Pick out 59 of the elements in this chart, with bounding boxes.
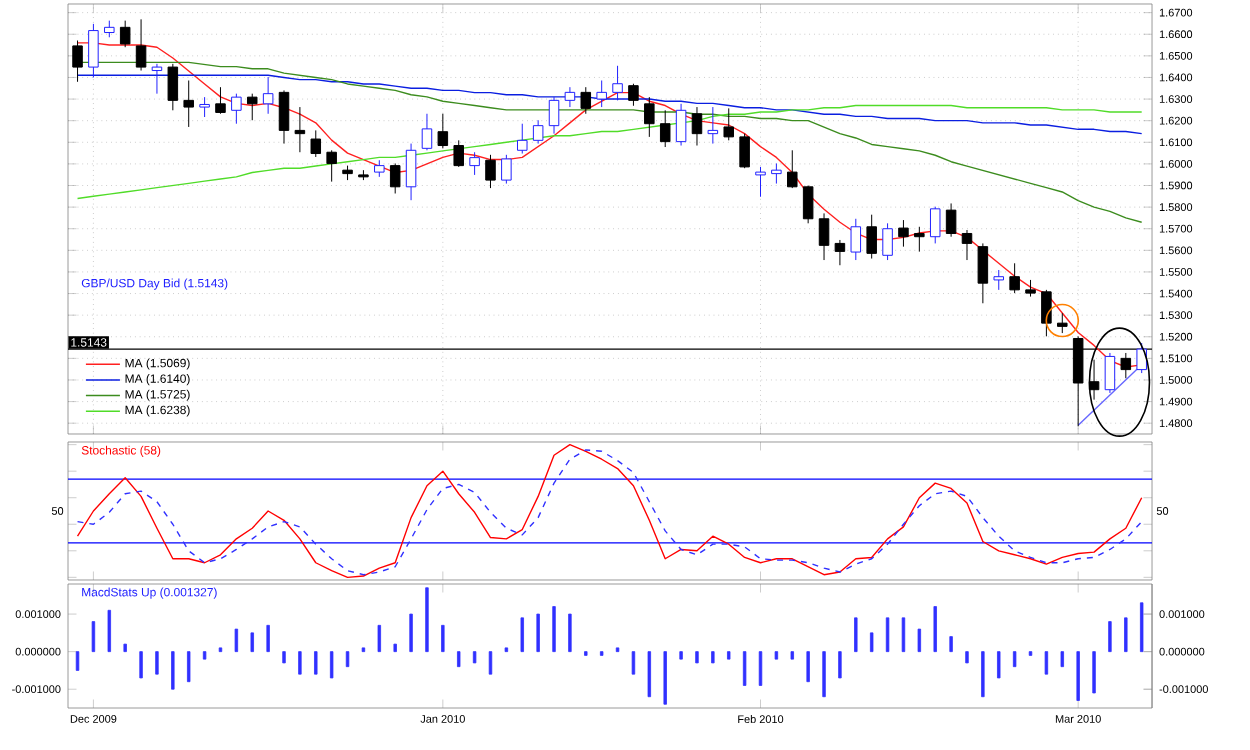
candlestick <box>850 218 862 261</box>
candlestick <box>1009 262 1020 294</box>
candlestick <box>596 79 607 108</box>
candlestick <box>485 154 496 189</box>
candlestick <box>405 143 417 201</box>
candlestick <box>914 226 925 253</box>
candlestick <box>659 109 671 148</box>
candlestick <box>723 107 734 141</box>
candlestick <box>389 162 401 194</box>
candlestick <box>707 106 719 145</box>
candlestick <box>787 149 798 189</box>
candlestick <box>310 129 322 158</box>
candlestick <box>1104 352 1116 394</box>
candlestick <box>167 63 179 111</box>
candlestick <box>945 202 957 238</box>
candlestick <box>961 229 973 261</box>
candlestick <box>548 96 560 135</box>
candlestick <box>977 242 989 304</box>
candlestick <box>628 83 639 107</box>
candlestick <box>88 23 99 78</box>
candlestick <box>501 154 512 185</box>
candlestick <box>246 93 258 121</box>
candlestick <box>755 166 766 198</box>
candlestick <box>644 96 655 138</box>
candlestick <box>421 113 433 151</box>
candlestick <box>294 106 306 153</box>
candlestick <box>326 149 337 183</box>
candlestick <box>262 76 274 115</box>
candlestick <box>1057 312 1068 334</box>
candlestick <box>199 96 210 118</box>
candlestick <box>151 63 163 95</box>
candlestick <box>834 239 846 266</box>
candlestick <box>882 222 893 261</box>
candlestick <box>691 106 703 147</box>
candlestick <box>898 219 909 248</box>
candlestick <box>119 20 131 48</box>
candlestick <box>675 103 687 147</box>
candlestick <box>72 40 83 83</box>
candlestick <box>231 93 242 125</box>
candlestick <box>564 86 576 108</box>
candlestick <box>453 139 464 168</box>
candlestick <box>1136 342 1147 374</box>
candlestick <box>580 86 592 115</box>
candlestick <box>993 269 1005 291</box>
candlestick <box>929 206 941 244</box>
candlestick <box>215 86 226 115</box>
candlestick <box>469 151 480 176</box>
candlestick <box>516 123 528 155</box>
candlestick <box>818 212 830 261</box>
candlestick <box>802 185 814 224</box>
candlestick <box>183 79 194 128</box>
candlestick <box>135 18 147 72</box>
candlestick <box>278 89 290 145</box>
candlestick <box>612 65 623 101</box>
candlestick <box>739 133 750 169</box>
candlestick <box>532 119 544 145</box>
candlestick <box>771 162 782 185</box>
candlestick <box>437 113 449 149</box>
candlestick <box>866 214 877 260</box>
